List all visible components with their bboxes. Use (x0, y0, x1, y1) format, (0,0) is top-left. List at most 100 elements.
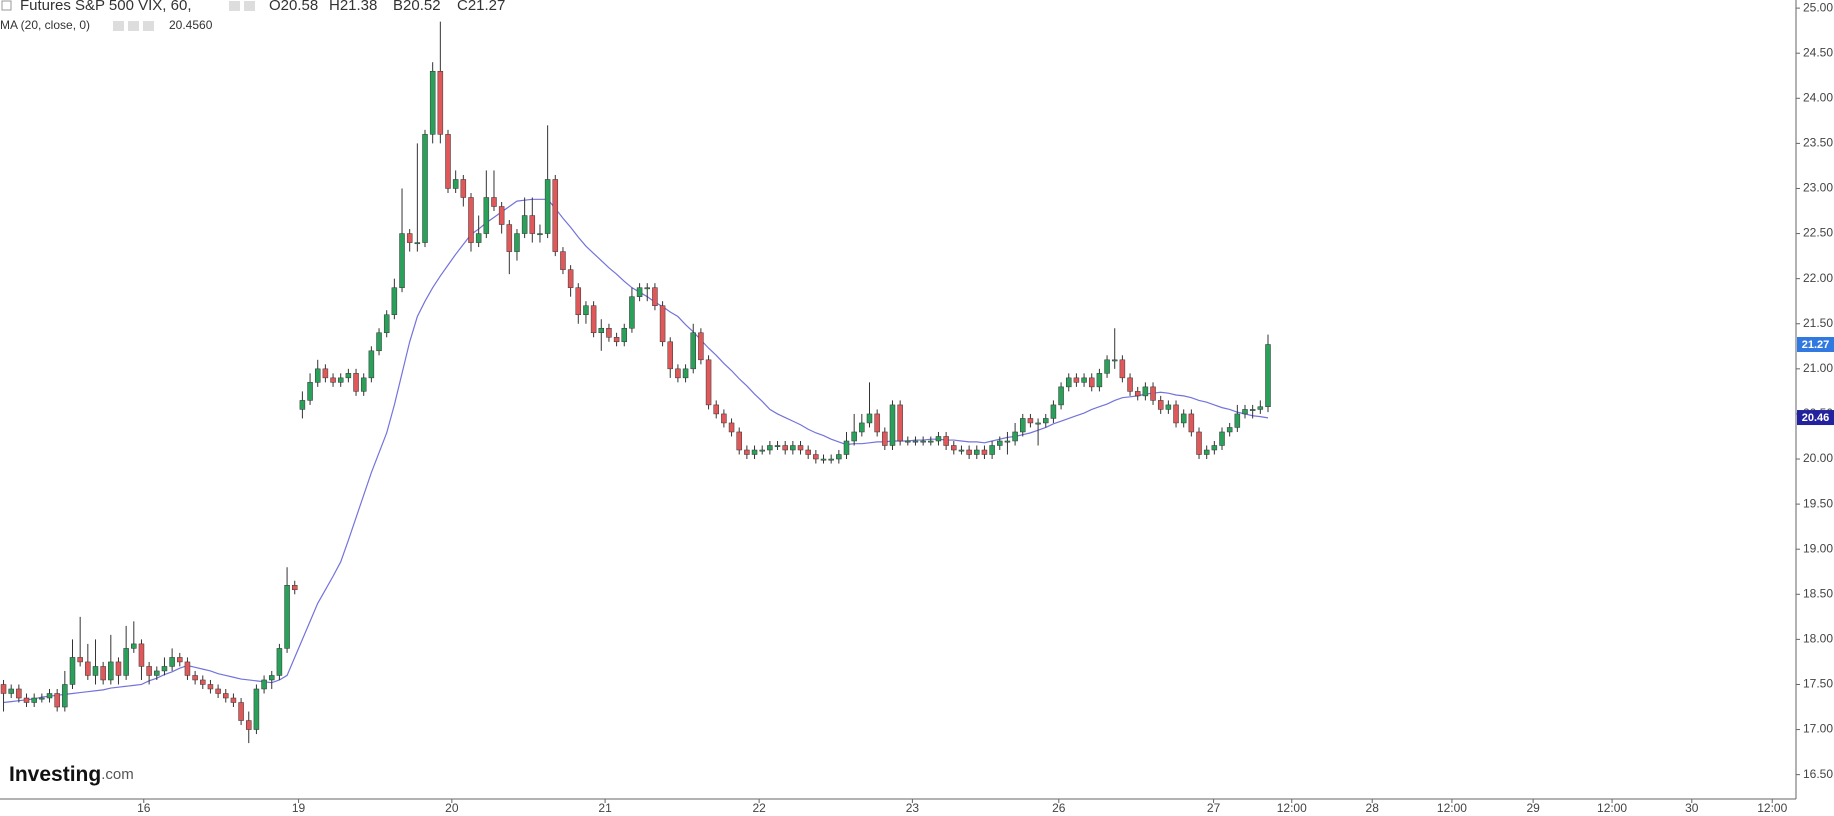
candle-body (1157, 400, 1164, 410)
close-value: C21.27 (457, 0, 505, 14)
candle-body (16, 688, 22, 699)
candle-body (123, 648, 129, 676)
candle-body (797, 445, 804, 451)
candle-body (935, 436, 942, 442)
x-tick-label: 26 (1052, 801, 1066, 815)
y-tick-label: 22.00 (1803, 271, 1833, 285)
price-marker-label: 21.27 (1802, 339, 1830, 351)
candle-body (836, 454, 842, 460)
candle-body (100, 666, 106, 681)
candle-body (491, 197, 497, 207)
candle-body (644, 287, 651, 290)
candle-body (39, 697, 45, 700)
candle-body (613, 337, 620, 343)
candle-body (1150, 386, 1156, 401)
candle-body (682, 368, 689, 379)
candle-body (951, 445, 957, 451)
candle-body (690, 332, 696, 370)
candle-body (1012, 431, 1018, 442)
y-tick-label: 21.50 (1803, 316, 1833, 330)
candle-body (506, 224, 513, 252)
y-tick-label: 19.00 (1803, 541, 1833, 555)
candle-body (422, 134, 428, 243)
candle-body (514, 233, 520, 252)
x-tick-label: 12:00 (1757, 801, 1787, 815)
candle-body (1180, 413, 1187, 424)
candle-body (261, 679, 267, 690)
settings-icon[interactable] (229, 1, 240, 11)
candle-body (0, 684, 7, 694)
candle-body (598, 328, 605, 334)
candle-body (1242, 409, 1248, 415)
collapse-icon[interactable] (1, 0, 12, 11)
candle-body (1219, 431, 1225, 446)
candle-body (131, 643, 137, 649)
candle-body (1050, 404, 1057, 419)
candle-body (828, 458, 834, 461)
candle-body (399, 233, 405, 288)
candle-body (291, 585, 298, 591)
candle-body (805, 449, 811, 455)
candle-body (851, 431, 857, 442)
candle-body (161, 666, 168, 672)
candle-body (337, 377, 344, 383)
candle-body (575, 287, 582, 315)
x-tick-label: 27 (1207, 801, 1221, 815)
candle-body (368, 350, 375, 379)
candle-body (590, 305, 597, 334)
indicator-icon[interactable] (128, 21, 139, 31)
candle-body (1058, 386, 1064, 406)
y-tick-label: 17.00 (1803, 722, 1833, 736)
indicator-icon[interactable] (113, 21, 124, 31)
candle-body (721, 413, 727, 424)
candle-body (544, 179, 551, 234)
candle-body (759, 449, 765, 452)
x-tick-label: 30 (1685, 801, 1699, 815)
candle-body (874, 413, 880, 433)
indicator-value: 20.4560 (169, 18, 213, 32)
candle-body (1211, 445, 1218, 451)
candle-body (77, 657, 83, 663)
candle-body (943, 436, 949, 446)
x-tick-label: 19 (292, 801, 306, 815)
candle-body (299, 400, 306, 410)
candle-body (345, 373, 352, 379)
candle-body (659, 305, 666, 343)
candle-body (606, 328, 612, 338)
candle-body (1173, 404, 1179, 424)
candle-body (215, 688, 221, 694)
candle-body (46, 693, 53, 699)
candle-body (1096, 373, 1103, 388)
candle-body (1111, 359, 1118, 362)
high-value: H21.38 (329, 0, 377, 14)
price-marker (1797, 336, 1834, 352)
candle-body (1234, 413, 1241, 428)
candle-body (843, 440, 850, 455)
candle-body (997, 440, 1003, 446)
candle-body (1081, 377, 1087, 383)
indicator-label: MA (20, close, 0) (0, 18, 90, 32)
x-tick-label: 23 (906, 801, 920, 815)
candle-body (1104, 359, 1110, 374)
candle-body (897, 404, 903, 442)
candle-body (1134, 391, 1141, 397)
candle-body (115, 661, 122, 676)
candle-body (713, 404, 719, 415)
candle-body (912, 440, 919, 443)
candle-body (353, 373, 359, 392)
candle-body (460, 179, 467, 198)
settings-icon[interactable] (244, 1, 255, 11)
candle-body (330, 377, 336, 383)
y-tick-label: 22.50 (1803, 226, 1833, 240)
watermark-brand: Investing (9, 763, 101, 786)
candle-body (8, 688, 14, 694)
candle-body (138, 643, 145, 667)
candle-body (437, 70, 444, 135)
x-tick-label: 20 (445, 801, 459, 815)
indicator-icon[interactable] (143, 21, 154, 31)
y-tick-label: 25.00 (1803, 0, 1833, 14)
y-tick-label: 20.00 (1803, 451, 1833, 465)
candle-body (468, 197, 474, 243)
